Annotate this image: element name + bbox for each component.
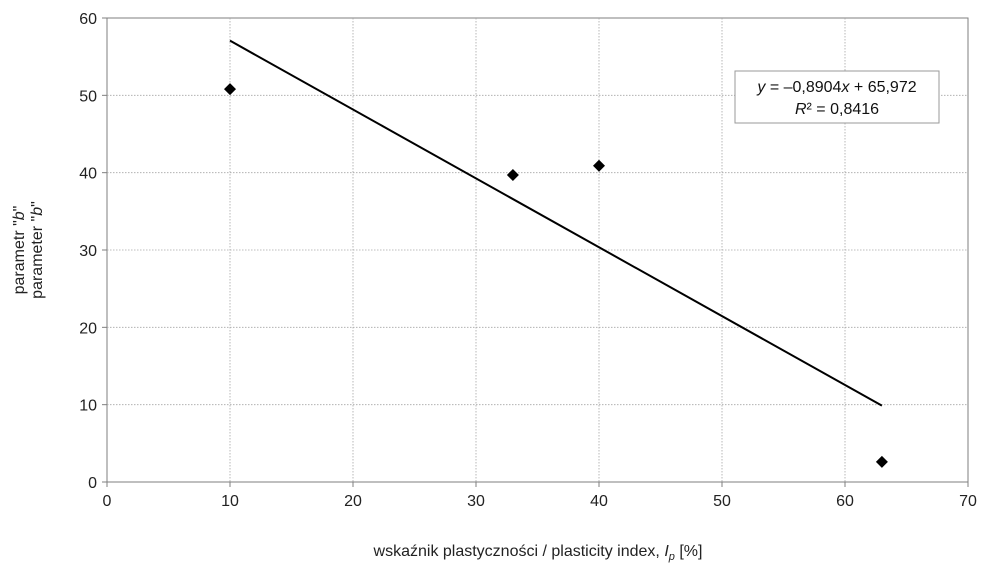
data-point-marker: [224, 83, 236, 96]
data-point-marker: [875, 455, 888, 468]
y-tick-label: 20: [79, 320, 97, 337]
trendline-group: [229, 39, 883, 407]
y-tick-label: 60: [79, 11, 97, 28]
y-axis-ticks: 0 10 20 30 40 50 60: [79, 11, 107, 492]
r-squared-line: R² = 0,8416: [795, 101, 879, 118]
grid-lines: [107, 18, 968, 482]
y-tick-label: 30: [79, 243, 97, 260]
trendline: [229, 39, 883, 407]
x-tick-label: 40: [590, 493, 608, 510]
y-tick-label: 10: [79, 398, 97, 415]
x-tick-label: 10: [221, 493, 239, 510]
equation-line: y = –0,8904x + 65,972: [756, 79, 916, 96]
y-tick-label: 40: [79, 166, 97, 183]
y-tick-label: 50: [79, 88, 97, 105]
x-axis-label: wskaźnik plastyczności / plasticity inde…: [373, 543, 703, 563]
y-axis-label-line-1: parametr "b": [11, 206, 28, 295]
x-tick-label: 20: [344, 493, 362, 510]
x-tick-label: 30: [467, 493, 485, 510]
data-point-marker: [593, 159, 605, 172]
x-tick-label: 50: [713, 493, 731, 510]
data-point-marker: [506, 168, 519, 181]
x-tick-label: 70: [959, 493, 977, 510]
y-axis-label-line-2: parameter "b": [29, 201, 46, 299]
x-tick-label: 60: [836, 493, 854, 510]
x-tick-label: 0: [103, 493, 112, 510]
data-points: [224, 83, 888, 468]
equation-box-frame: [734, 70, 940, 124]
y-tick-label: 0: [88, 475, 97, 492]
x-axis-ticks: 0 10 20 30 40 50 60 70: [103, 482, 977, 510]
equation-box: y = –0,8904x + 65,972 R² = 0,8416: [734, 70, 940, 124]
